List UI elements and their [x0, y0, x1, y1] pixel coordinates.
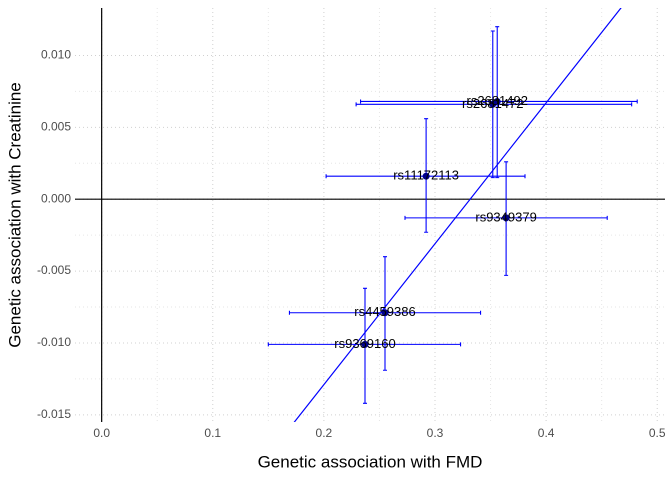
x-tick-label: 0.3	[427, 426, 444, 440]
error-bars	[325, 118, 526, 233]
point	[381, 309, 389, 317]
error-bars	[288, 256, 482, 371]
x-tick-label: 0.2	[316, 426, 333, 440]
point	[489, 100, 497, 108]
x-tick-label: 0.5	[649, 426, 666, 440]
x-tick-label: 0.1	[204, 426, 221, 440]
point-label: rs2681472	[462, 96, 523, 111]
point	[502, 214, 510, 222]
y-tick-label: -0.005	[37, 263, 71, 277]
y-tick-label: 0.005	[41, 119, 71, 133]
y-axis-title: Genetic association with Creatinine	[5, 82, 24, 348]
point	[422, 172, 430, 180]
y-tick-label: -0.010	[37, 335, 71, 349]
y-tick-label: 0.010	[41, 48, 71, 62]
point-label: rs9369160	[334, 336, 395, 351]
y-tick-label: -0.015	[37, 407, 71, 421]
point-label: rs2681492	[466, 93, 527, 108]
x-tick-label: 0.0	[93, 426, 110, 440]
point-label: rs11172113	[393, 168, 459, 183]
point-label: rs9349379	[475, 209, 536, 224]
x-axis-title: Genetic association with FMD	[258, 452, 483, 471]
point	[361, 340, 369, 348]
y-tick-label: 0.000	[41, 191, 71, 205]
regression-line	[293, 8, 622, 422]
x-tick-label: 0.4	[538, 426, 555, 440]
grid	[75, 8, 665, 422]
point-label: rs4459386	[354, 304, 415, 319]
